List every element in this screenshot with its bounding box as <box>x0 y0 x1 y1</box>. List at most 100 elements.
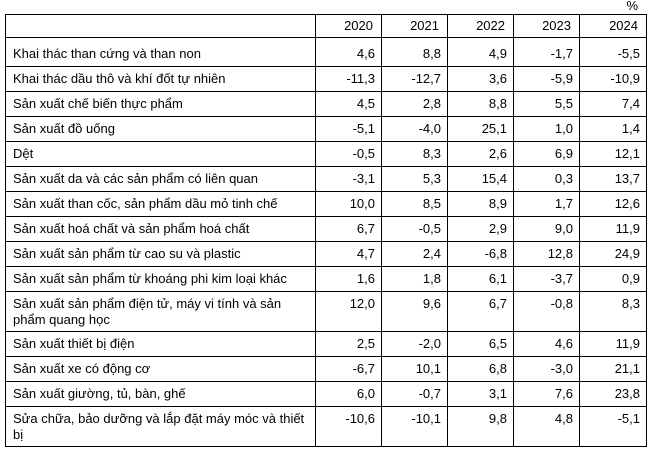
value-cell: 1,4 <box>579 116 647 142</box>
row-label: Sản xuất than cốc, sản phẩm dầu mỏ tinh … <box>5 191 316 217</box>
value-cell: -3,0 <box>513 356 580 382</box>
value-cell: -10,9 <box>579 66 647 92</box>
table-row: Sản xuất da và các sản phẩm có liên quan… <box>5 166 647 192</box>
value-cell: 8,8 <box>447 91 514 117</box>
value-cell: 2,6 <box>447 141 514 167</box>
value-cell: 12,8 <box>513 241 580 267</box>
header-row: 2020 2021 2022 2023 2024 <box>5 14 647 38</box>
value-cell: -5,9 <box>513 66 580 92</box>
table-body: Khai thác than cứng và than non 4,6 8,8 4,9… <box>5 37 647 447</box>
year-header: 2023 <box>513 14 580 38</box>
value-cell: -6,8 <box>447 241 514 267</box>
table-row: Khai thác dầu thô và khí đốt tự nhiên -11… <box>5 66 647 92</box>
row-label: Dệt <box>5 141 316 167</box>
row-label: Sản xuất chế biến thực phẩm <box>5 91 316 117</box>
value-cell: 23,8 <box>579 381 647 407</box>
table-row: Sản xuất thiết bị điện 2,5 -2,0 6,5 4,6 11,9 <box>5 331 647 357</box>
value-cell: 7,4 <box>579 91 647 117</box>
table-row: Khai thác than cứng và than non 4,6 8,8 4,9… <box>5 37 647 67</box>
table-row: Sản xuất xe có động cơ -6,7 10,1 6,8 -3,0 21,… <box>5 356 647 382</box>
value-cell: 13,7 <box>579 166 647 192</box>
year-header: 2022 <box>447 14 514 38</box>
value-cell: -4,0 <box>381 116 448 142</box>
value-cell: 2,9 <box>447 216 514 242</box>
value-cell: 6,8 <box>447 356 514 382</box>
value-cell: 4,6 <box>513 331 580 357</box>
value-cell: -1,7 <box>513 37 580 67</box>
value-cell: 5,3 <box>381 166 448 192</box>
value-cell: 11,9 <box>579 331 647 357</box>
table-row: Sản xuất than cốc, sản phẩm dầu mỏ tinh … <box>5 191 647 217</box>
value-cell: 6,9 <box>513 141 580 167</box>
value-cell: 4,9 <box>447 37 514 67</box>
row-label: Sản xuất da và các sản phẩm có liên quan <box>5 166 316 192</box>
value-cell: 12,6 <box>579 191 647 217</box>
value-cell: 7,6 <box>513 381 580 407</box>
row-label: Sản xuất giường, tủ, bàn, ghế <box>5 381 316 407</box>
row-label: Khai thác dầu thô và khí đốt tự nhiên <box>5 66 316 92</box>
row-label: Sản xuất xe có động cơ <box>5 356 316 382</box>
unit-percent-label: % <box>626 0 638 13</box>
value-cell: 6,0 <box>315 381 382 407</box>
table-row: Sản xuất giường, tủ, bàn, ghế 6,0 -0,7 3,1 7… <box>5 381 647 407</box>
value-cell: 12,1 <box>579 141 647 167</box>
row-label: Sản xuất sản phẩm từ cao su và plastic <box>5 241 316 267</box>
industry-growth-table: 2020 2021 2022 2023 2024 Khai thác than … <box>5 14 647 447</box>
row-label: Sản xuất thiết bị điện <box>5 331 316 357</box>
value-cell: 1,0 <box>513 116 580 142</box>
corner-cell <box>5 14 316 38</box>
table-row: Sản xuất sản phẩm từ khoáng phi kim loại… <box>5 266 647 292</box>
value-cell: -5,1 <box>315 116 382 142</box>
value-cell: 4,6 <box>315 37 382 67</box>
value-cell: 6,7 <box>447 291 514 332</box>
row-label: Khai thác than cứng và than non <box>5 37 316 67</box>
table-row: Sản xuất sản phẩm từ cao su và plastic 4,… <box>5 241 647 267</box>
table-row: Sản xuất chế biến thực phẩm 4,5 2,8 8,8 5,5 7… <box>5 91 647 117</box>
value-cell: 0,9 <box>579 266 647 292</box>
value-cell: -0,5 <box>315 141 382 167</box>
value-cell: 3,1 <box>447 381 514 407</box>
value-cell: 9,8 <box>447 406 514 447</box>
value-cell: 1,8 <box>381 266 448 292</box>
table-header: 2020 2021 2022 2023 2024 <box>5 14 647 38</box>
value-cell: 21,1 <box>579 356 647 382</box>
value-cell: 4,8 <box>513 406 580 447</box>
value-cell: 6,5 <box>447 331 514 357</box>
value-cell: 4,5 <box>315 91 382 117</box>
table-row: Sửa chữa, bảo dưỡng và lắp đặt máy móc v… <box>5 406 647 447</box>
value-cell: 10,0 <box>315 191 382 217</box>
value-cell: 8,3 <box>579 291 647 332</box>
value-cell: 6,7 <box>315 216 382 242</box>
value-cell: -5,1 <box>579 406 647 447</box>
value-cell: 1,7 <box>513 191 580 217</box>
value-cell: -11,3 <box>315 66 382 92</box>
year-header: 2021 <box>381 14 448 38</box>
value-cell: -5,5 <box>579 37 647 67</box>
value-cell: -12,7 <box>381 66 448 92</box>
value-cell: 0,3 <box>513 166 580 192</box>
value-cell: 2,4 <box>381 241 448 267</box>
value-cell: 10,1 <box>381 356 448 382</box>
year-header: 2024 <box>579 14 647 38</box>
value-cell: 15,4 <box>447 166 514 192</box>
value-cell: 2,5 <box>315 331 382 357</box>
value-cell: -3,7 <box>513 266 580 292</box>
row-label: Sản xuất đồ uống <box>5 116 316 142</box>
row-label: Sản xuất hoá chất và sản phẩm hoá chất <box>5 216 316 242</box>
value-cell: -0,7 <box>381 381 448 407</box>
value-cell: 12,0 <box>315 291 382 332</box>
table-row: Dệt -0,5 8,3 2,6 6,9 12,1 <box>5 141 647 167</box>
value-cell: 8,8 <box>381 37 448 67</box>
table-row: Sản xuất sản phẩm điện tử, máy vi tính v… <box>5 291 647 332</box>
value-cell: -2,0 <box>381 331 448 357</box>
value-cell: -0,8 <box>513 291 580 332</box>
value-cell: -0,5 <box>381 216 448 242</box>
row-label: Sản xuất sản phẩm điện tử, máy vi tính v… <box>5 291 316 332</box>
value-cell: 2,8 <box>381 91 448 117</box>
value-cell: 3,6 <box>447 66 514 92</box>
value-cell: 11,9 <box>579 216 647 242</box>
value-cell: -6,7 <box>315 356 382 382</box>
table-row: Sản xuất đồ uống -5,1 -4,0 25,1 1,0 1,4 <box>5 116 647 142</box>
year-header: 2020 <box>315 14 382 38</box>
